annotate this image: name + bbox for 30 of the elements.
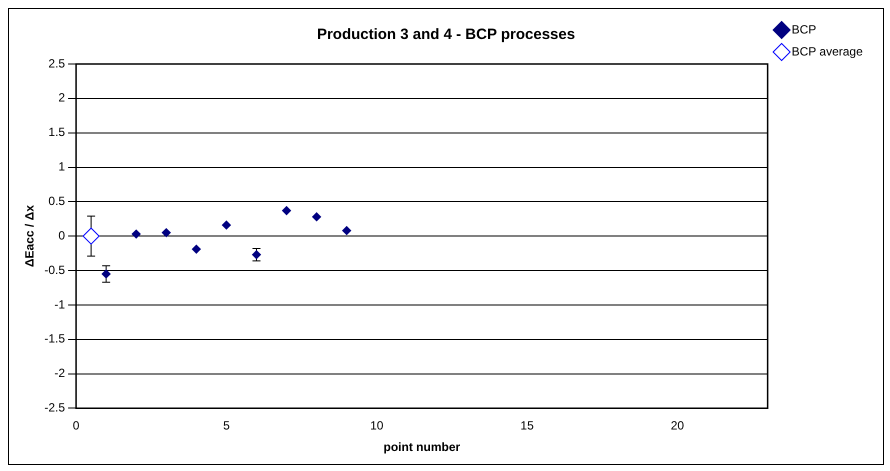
- point: [342, 226, 352, 236]
- y-tick-label: -1.5: [44, 332, 66, 346]
- chart-title: Production 3 and 4 - BCP processes: [316, 26, 576, 44]
- x-tick-label: 20: [670, 418, 684, 433]
- y-tick-label: 0: [58, 228, 66, 242]
- x-tick-label: 5: [223, 418, 230, 433]
- point: [102, 269, 111, 278]
- legend-label: BCP average: [792, 44, 864, 58]
- point: [132, 230, 141, 239]
- point: [162, 228, 171, 238]
- x-axis-title: point number: [384, 440, 461, 454]
- x-tick-label: 10: [370, 418, 384, 433]
- x-tick-label: 15: [520, 418, 534, 433]
- y-axis-title: ΔEacc / Δx: [22, 204, 37, 268]
- y-tick-label: 1.5: [48, 125, 66, 140]
- y-tick-label: -2: [54, 366, 66, 380]
- point: [312, 212, 322, 222]
- x-tick-label: 0: [72, 418, 80, 433]
- point: [282, 206, 292, 216]
- point: [192, 244, 201, 254]
- legend-label: BCP: [792, 22, 816, 36]
- y-tick-label: 1: [58, 160, 66, 174]
- point: [82, 228, 100, 245]
- y-tick-label: 2.5: [48, 56, 66, 70]
- y-tick-label: 2: [58, 90, 66, 105]
- y-tick-label: -0.5: [44, 262, 66, 277]
- y-tick-label: -2.5: [44, 400, 66, 415]
- y-tick-label: -1: [54, 297, 66, 312]
- point: [222, 220, 231, 230]
- y-tick-label: 0.5: [48, 194, 66, 208]
